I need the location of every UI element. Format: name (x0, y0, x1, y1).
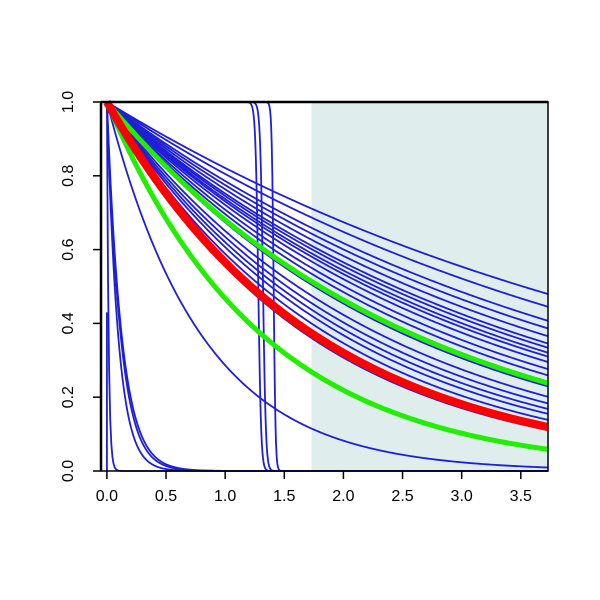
y-tick-label: 0.8 (60, 165, 77, 187)
blue-curve-3 (106, 101, 549, 330)
blue-curve-8 (106, 101, 549, 358)
blue-curve-21 (106, 101, 549, 469)
x-tick-label: 3.5 (510, 488, 532, 505)
red-curve-32 (103, 100, 550, 431)
blue-curve-0 (106, 101, 549, 295)
x-tick-label: 3.0 (451, 488, 473, 505)
blue-curve-1 (106, 101, 549, 308)
y-tick-label: 0.0 (60, 460, 77, 482)
x-tick-label: 2.0 (332, 488, 354, 505)
green-curve-31 (104, 101, 549, 452)
blue-curve-10 (106, 101, 549, 370)
y-tick-label: 0.4 (60, 312, 77, 334)
x-tick-label: 1.5 (273, 488, 295, 505)
y-tick-label: 1.0 (60, 91, 77, 113)
x-tick-label: 0.0 (96, 488, 118, 505)
blue-curve-2 (106, 101, 549, 322)
blue-curve-11 (106, 101, 549, 377)
axes: 0.0 0.5 1.0 1.5 2.0 2.5 3.0 3.5 0.0 0.2 0.4 0.6 0.8 1… (60, 91, 549, 505)
blue-curve-6 (106, 101, 549, 349)
y-tick-label: 0.6 (60, 238, 77, 260)
x-tick-label: 1.0 (214, 488, 236, 505)
green-curve-30 (104, 100, 549, 386)
x-tick-label: 0.5 (155, 488, 177, 505)
x-tick-label: 2.5 (391, 488, 413, 505)
blue-curve-5 (106, 101, 549, 345)
blue-curve-9 (106, 101, 549, 363)
blue-curve-4 (106, 101, 549, 338)
blue-curve-18 (106, 101, 549, 421)
blue-curve-15 (106, 101, 549, 405)
y-tick-label: 0.2 (60, 386, 77, 408)
blue-curve-17 (106, 101, 549, 415)
blue-curve-16 (106, 101, 549, 410)
blue-curve-7 (106, 101, 549, 354)
blue-curve-14 (106, 101, 549, 398)
